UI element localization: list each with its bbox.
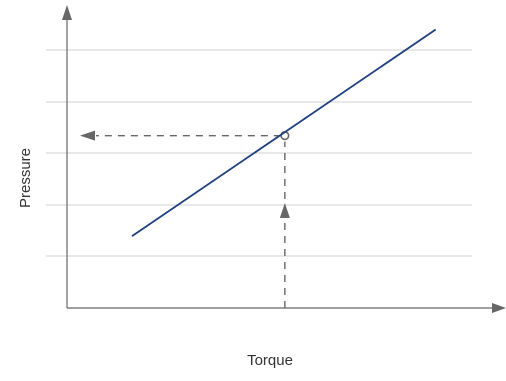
- y-axis-arrowhead: [62, 5, 72, 20]
- y-axis-label: Pressure: [17, 148, 34, 208]
- label-layer: Torque Pressure: [17, 148, 293, 369]
- series-line: [131, 29, 436, 237]
- horizontal-guide-arrowhead: [80, 130, 95, 141]
- guide-layer: [80, 130, 290, 308]
- axis-layer: [62, 5, 506, 313]
- grid-layer: [46, 49, 472, 257]
- vertical-guide-arrowhead: [279, 203, 290, 218]
- x-axis-label: Torque: [247, 352, 293, 369]
- x-axis-arrowhead: [492, 303, 506, 313]
- series-layer: [131, 29, 436, 237]
